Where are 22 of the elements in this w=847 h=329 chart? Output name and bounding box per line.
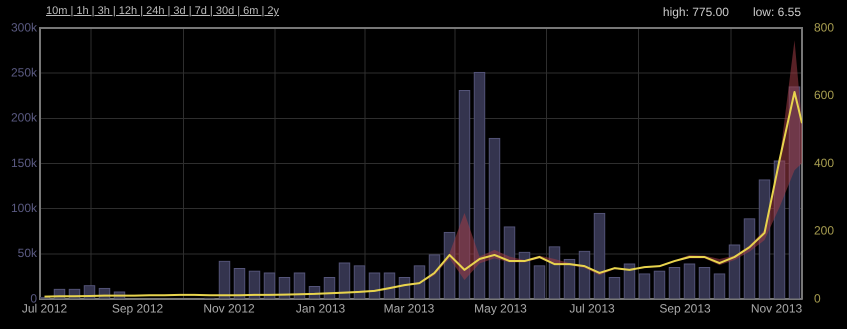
y-tick-label: 100k [10, 200, 38, 215]
x-tick-label: Sep 2013 [659, 302, 712, 316]
x-tick-label: Jul 2013 [569, 302, 616, 316]
x-tick-label: Jan 2013 [296, 302, 346, 316]
y2-tick-label: 600 [814, 88, 834, 102]
y2-tick-label: 800 [814, 20, 834, 34]
y-tick-label: 150k [10, 156, 38, 170]
x-tick-label: Mar 2013 [384, 302, 435, 316]
x-tick-label: May 2013 [474, 302, 528, 316]
text: low: 6.55 [752, 5, 801, 19]
y-tick-label: 50k [18, 246, 38, 260]
y-tick-label: 300k [10, 20, 38, 34]
y2-tick-label: 400 [814, 156, 834, 170]
text: 10m | 1h | 3h | 12h | 24h | 3d | 7d | 30d | 6m | 2y [46, 5, 280, 17]
y-tick-label: 250k [10, 65, 38, 80]
y-tick-label: 200k [10, 110, 38, 125]
x-tick-label: Sep 2012 [112, 302, 164, 316]
x-tick-label: Nov 2013 [750, 302, 803, 316]
y2-tick-label: 200 [814, 224, 834, 238]
y2-tick-label: 0 [814, 291, 821, 306]
text: high: 775.00 [662, 5, 729, 19]
x-tick-label: Nov 2012 [203, 302, 256, 316]
